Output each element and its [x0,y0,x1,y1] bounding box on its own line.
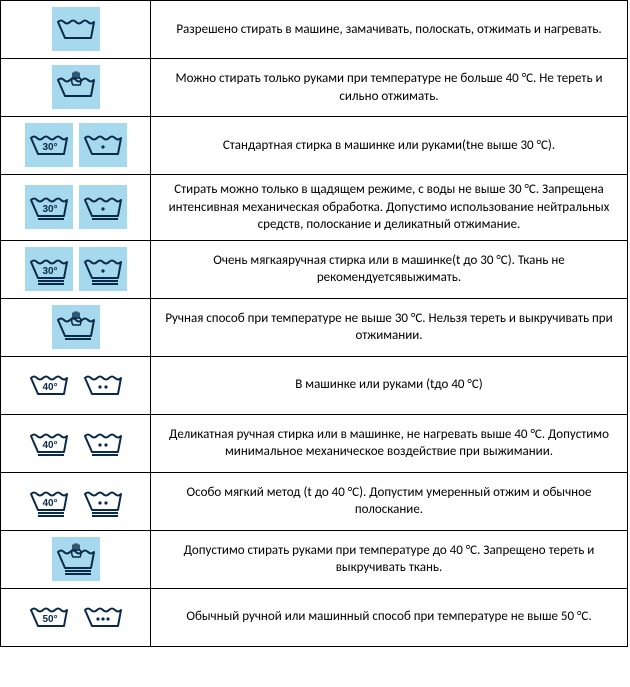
description-cell: Обычный ручной или машинный способ при т… [151,588,628,646]
table-row: Разрешено стирать в машине, замачивать, … [1,1,628,59]
table-row: Допустимо стирать руками при температуре… [1,530,628,588]
symbol-cell: 50° [1,588,151,646]
symbol-group [52,537,100,581]
wash-dots-icon [79,123,127,167]
wash-temp-icon: 40° [25,479,73,523]
svg-text:30°: 30° [42,142,57,153]
description-cell: Разрешено стирать в машине, замачивать, … [151,1,628,59]
svg-text:40°: 40° [42,498,57,509]
symbol-cell: 30° [1,240,151,298]
wash-temp-icon: 30° [25,123,73,167]
wash-hand-icon [52,65,100,109]
symbol-group [52,7,100,51]
description-cell: Деликатная ручная стирка или в машинке, … [151,414,628,472]
svg-text:40°: 40° [42,382,57,393]
table-row: 40° В машинке или руками (tдо 40 °C) [1,356,628,414]
symbol-cell [1,298,151,356]
symbol-cell: 30° [1,117,151,175]
table-row: 30° Стандартная стирка в машинке или рук… [1,117,628,175]
symbol-group: 40° [25,363,127,407]
wash-dots-icon [79,421,127,465]
symbol-cell [1,59,151,117]
symbol-cell [1,1,151,59]
wash-dots-icon [79,479,127,523]
table-row: 50° Обычный ручной или машинный способ п… [1,588,628,646]
description-cell: В машинке или руками (tдо 40 °C) [151,356,628,414]
table-row: 40° Деликатная ручная стирка или в машин… [1,414,628,472]
laundry-symbols-table: Разрешено стирать в машине, замачивать, … [0,0,628,647]
table-row: Ручная способ при температуре не выше 30… [1,298,628,356]
symbol-group: 50° [25,595,127,639]
symbol-group: 30° [25,123,127,167]
description-cell: Ручная способ при температуре не выше 30… [151,298,628,356]
symbol-cell: 40° [1,414,151,472]
symbol-cell: 40° [1,356,151,414]
description-cell: Стирать можно только в щадящем режиме, с… [151,175,628,241]
svg-text:50°: 50° [42,614,57,625]
description-cell: Очень мягкаяручная стирка или в машинке(… [151,240,628,298]
symbol-cell: 40° [1,472,151,530]
symbol-cell: 30° [1,175,151,241]
svg-text:30°: 30° [42,204,57,215]
symbol-group: 40° [25,421,127,465]
wash-hand-icon [52,305,100,349]
description-cell: Можно стирать только руками при температ… [151,59,628,117]
wash-dots-icon [79,595,127,639]
wash-temp-icon: 40° [25,421,73,465]
description-cell: Стандартная стирка в машинке или руками(… [151,117,628,175]
table-row: 30° Очень мягкаяручная стирка или в маши… [1,240,628,298]
symbol-group: 30° [25,247,127,291]
wash-dots-icon [79,247,127,291]
table-row: Можно стирать только руками при температ… [1,59,628,117]
wash-temp-icon: 50° [25,595,73,639]
wash-temp-icon: 40° [25,363,73,407]
table-row: 30° Стирать можно только в щадящем режим… [1,175,628,241]
description-cell: Особо мягкий метод (t до 40 °C). Допусти… [151,472,628,530]
table-row: 40° Особо мягкий метод (t до 40 °C). Доп… [1,472,628,530]
symbol-group: 30° [25,185,127,229]
svg-text:40°: 40° [42,440,57,451]
symbol-group [52,305,100,349]
symbol-cell [1,530,151,588]
wash-dots-icon [79,185,127,229]
symbol-group: 40° [25,479,127,523]
wash-dots-icon [79,363,127,407]
wash-plain-icon [52,7,100,51]
wash-hand-icon [52,537,100,581]
svg-text:30°: 30° [42,266,57,277]
symbol-group [52,65,100,109]
description-cell: Допустимо стирать руками при температуре… [151,530,628,588]
wash-temp-icon: 30° [25,185,73,229]
wash-temp-icon: 30° [25,247,73,291]
